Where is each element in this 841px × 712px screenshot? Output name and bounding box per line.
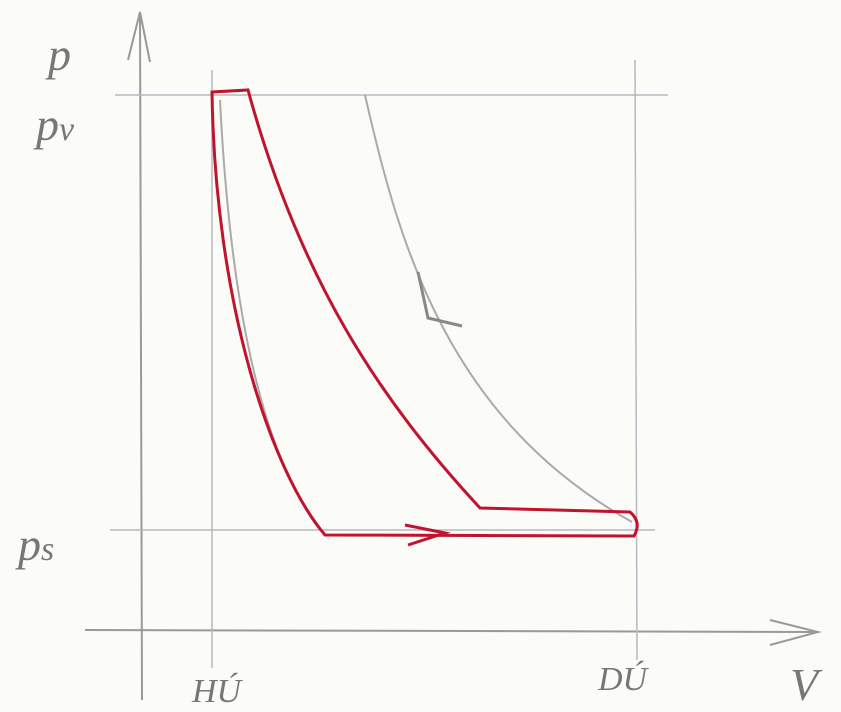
v-arrow [769,619,822,646]
direction-arrow [416,271,463,328]
v-label: V [790,659,823,710]
guides [110,59,668,668]
du-line [634,59,638,661]
hu-label: HÚ [191,672,244,710]
ps-sub: s [41,531,54,568]
pv-label: pv [33,99,75,150]
axes [84,11,822,701]
pv-sub: v [59,111,75,148]
du-label: DÚ [597,660,650,698]
p-label: p [45,29,71,80]
v-axis [84,629,819,633]
p-axis [139,11,143,701]
pv-p: p [33,99,59,150]
ps-p: p [15,519,41,570]
expansion-curve [364,94,633,523]
cycle-arrow [404,523,451,547]
ps-label: ps [15,519,54,570]
p-arrow [127,11,151,63]
cycle-loop [210,88,639,538]
